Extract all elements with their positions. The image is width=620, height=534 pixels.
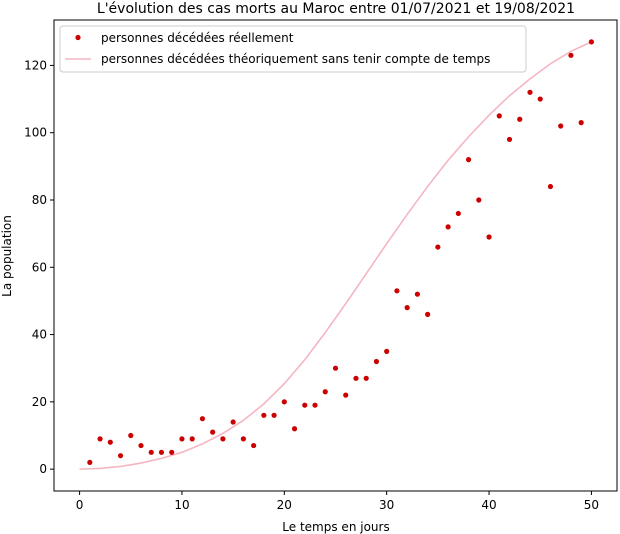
data-point — [506, 136, 513, 143]
data-point — [578, 120, 584, 126]
y-axis-ticks: 0 20 40 60 80 100 120 — [24, 58, 54, 476]
y-tick-label: 40 — [32, 328, 47, 342]
y-tick-label: 20 — [32, 395, 47, 409]
data-point — [87, 459, 93, 466]
data-point — [97, 436, 103, 442]
data-point — [148, 449, 154, 455]
y-tick-label: 100 — [24, 126, 47, 140]
x-tick-label: 10 — [174, 498, 189, 512]
data-point — [240, 436, 246, 442]
data-point — [568, 52, 574, 58]
data-point — [312, 402, 318, 408]
data-point — [353, 375, 359, 381]
data-point — [547, 183, 554, 190]
data-point — [394, 288, 400, 294]
x-tick-label: 40 — [481, 498, 496, 512]
data-point — [414, 291, 420, 297]
data-point — [363, 375, 369, 381]
data-point — [455, 210, 461, 217]
data-point — [230, 419, 236, 425]
legend-label-scatter: personnes décédées réellement — [101, 31, 294, 45]
x-tick-label: 30 — [379, 498, 394, 512]
data-point — [465, 157, 472, 163]
data-point — [404, 305, 410, 311]
data-point — [210, 429, 216, 435]
data-point — [517, 116, 523, 122]
data-point — [107, 439, 113, 445]
data-point — [537, 96, 543, 102]
data-point — [343, 392, 349, 398]
data-point — [558, 123, 564, 129]
x-tick-label: 50 — [584, 498, 599, 512]
y-tick-label: 120 — [24, 58, 47, 72]
theoretical-curve-line — [79, 41, 592, 470]
data-point — [158, 449, 165, 455]
data-point — [179, 436, 185, 442]
y-tick-label: 0 — [39, 462, 47, 476]
data-point — [332, 365, 339, 371]
data-point — [435, 244, 441, 250]
chart-title: L'évolution des cas morts au Maroc entre… — [97, 1, 575, 17]
data-point — [261, 412, 267, 418]
data-point — [486, 234, 492, 240]
legend-scatter-marker — [75, 34, 81, 41]
data-point — [302, 402, 308, 408]
data-point — [291, 426, 298, 432]
y-tick-label: 80 — [32, 193, 47, 207]
x-tick-label: 20 — [277, 498, 292, 512]
legend-label-curve: personnes décédées théoriquement sans te… — [101, 52, 490, 66]
legend-box — [59, 25, 527, 73]
data-point — [189, 436, 195, 442]
x-axis-ticks: 0 10 20 30 40 50 — [76, 491, 599, 512]
legend: personnes décédées réellement personnes … — [59, 25, 527, 73]
scatter-points-layer — [87, 39, 595, 466]
data-point — [425, 311, 431, 317]
data-point — [373, 358, 380, 365]
plot-area-frame — [53, 19, 618, 492]
data-point — [476, 197, 482, 203]
data-point — [271, 412, 277, 418]
data-point — [220, 436, 226, 442]
data-point — [322, 389, 328, 395]
x-tick-label: 0 — [76, 498, 84, 512]
theoretical-curve-layer — [79, 41, 592, 470]
data-point — [128, 432, 134, 439]
data-point — [496, 113, 502, 119]
data-point — [251, 442, 257, 449]
data-point — [281, 399, 287, 405]
data-point — [384, 348, 390, 354]
data-point — [117, 453, 124, 459]
data-point — [169, 449, 175, 455]
x-axis-label: Le temps en jours — [282, 520, 389, 534]
data-point — [445, 224, 451, 230]
data-point — [588, 39, 595, 45]
data-point — [527, 89, 533, 95]
y-axis-label: La population — [0, 215, 14, 297]
y-tick-label: 60 — [32, 260, 47, 274]
data-point — [138, 442, 144, 449]
data-point — [199, 416, 206, 422]
